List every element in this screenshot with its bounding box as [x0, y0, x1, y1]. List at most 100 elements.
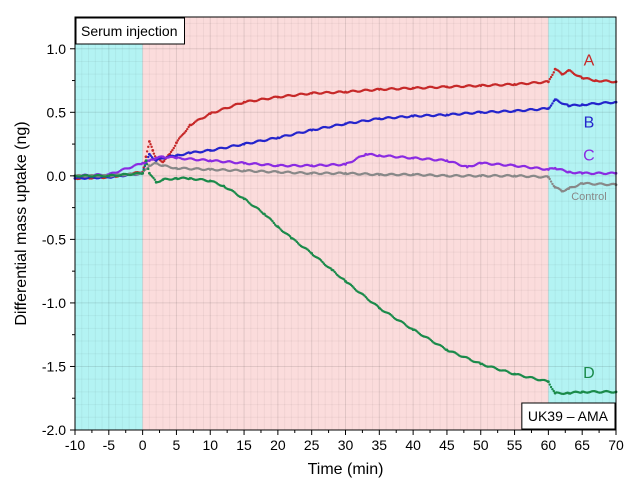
point-d	[310, 251, 314, 255]
series-labels: A BC Control D	[571, 52, 606, 382]
x-tick-label: 70	[608, 437, 624, 453]
trace-dot-d	[143, 164, 147, 167]
trace-dot-a	[186, 127, 189, 131]
trace-dot-d	[152, 176, 155, 180]
trace-dot-a	[187, 125, 190, 129]
trace-dot-a	[184, 129, 188, 133]
x-tick-label: 60	[541, 437, 557, 453]
y-tick-label: -2.0	[42, 422, 66, 438]
point-a	[175, 141, 178, 145]
y-tick-label: 0.0	[47, 168, 67, 184]
trace-dot-d	[142, 168, 145, 172]
series-label-a: A	[584, 52, 595, 69]
trace-dot-d	[549, 385, 553, 389]
trace-dot-d	[278, 226, 281, 230]
trace-dot-a	[150, 145, 153, 149]
x-tick-label: 30	[338, 437, 354, 453]
x-tick-label: 20	[270, 437, 286, 453]
x-tick-label: 45	[439, 437, 455, 453]
point-control	[546, 175, 550, 179]
trace-dot-a	[177, 137, 181, 140]
tick-labels: -10 -5 0 5 10 15 20 25 30 35 40 45 50 55 60 65 70 -2.0 -1.…	[42, 41, 624, 453]
trace-dot-d	[333, 270, 336, 274]
region-0	[75, 17, 143, 430]
trace-dot-d	[145, 163, 149, 166]
trace-dot-d	[342, 278, 346, 281]
x-tick-label: 5	[173, 437, 181, 453]
series-label-c: C	[583, 148, 595, 165]
x-tick-label: 40	[405, 437, 421, 453]
trace-dot-a	[176, 139, 179, 142]
trace-dot-b	[549, 104, 553, 107]
annotation-sample-text: UK39 – AMA	[528, 408, 609, 424]
trace-dot-d	[364, 295, 367, 299]
y-axis-title: Differential mass uptake (ng)	[13, 121, 30, 325]
trace-dot-d	[271, 220, 274, 223]
x-tick-label: -5	[103, 437, 116, 453]
point-a	[151, 149, 155, 152]
series-label-d: D	[583, 365, 595, 382]
trace-dot-a	[549, 75, 553, 79]
point-d	[147, 171, 151, 175]
trace-dot-b	[147, 155, 150, 159]
point-d	[144, 159, 148, 162]
trace-dot-a	[147, 145, 150, 149]
trace-dot-d	[552, 389, 555, 393]
x-tick-label: 35	[372, 437, 388, 453]
y-tick-label: 1.0	[47, 41, 67, 57]
annotation-serum-text: Serum injection	[81, 23, 178, 39]
trace-dot-a	[169, 150, 173, 154]
point-d	[141, 171, 145, 175]
trace-dot-d	[548, 383, 551, 386]
trace-dot-a	[552, 71, 555, 74]
x-tick-label: 55	[507, 437, 523, 453]
trace-dot-a	[149, 143, 152, 146]
point-d	[262, 212, 266, 216]
trace-dot-d	[551, 388, 554, 391]
y-tick-label: -0.5	[42, 231, 66, 247]
trace-dot-a	[172, 146, 175, 150]
trace-dot-a	[551, 73, 554, 77]
series-d	[73, 159, 618, 396]
trace-dot-b	[149, 154, 152, 157]
annotation-serum-injection: Serum injection	[75, 17, 185, 45]
trace-dot-control	[549, 180, 553, 183]
series-label-control: Control	[571, 191, 606, 203]
trace-dot-d	[334, 272, 338, 275]
x-tick-label: -10	[65, 437, 85, 453]
trace-dot-a	[145, 150, 149, 153]
series-b	[73, 98, 618, 180]
x-axis-title: Time (min)	[308, 461, 384, 478]
x-tick-label: 10	[202, 437, 218, 453]
trace-dot-control	[548, 177, 551, 181]
trace-dot-a	[548, 77, 551, 81]
axis-ticks	[70, 48, 617, 435]
trace-dot-d	[321, 260, 324, 264]
point-d	[546, 380, 550, 384]
y-tick-label: 0.5	[47, 104, 67, 120]
series-label-b: B	[584, 115, 595, 132]
trace-dot-a	[152, 152, 156, 155]
trace-dot-d	[272, 221, 276, 225]
y-tick-label: -1.0	[42, 295, 66, 311]
point-a	[147, 140, 151, 143]
trace-dot-a	[173, 144, 177, 147]
x-tick-label: 0	[139, 437, 147, 453]
trace-dot-a	[163, 159, 166, 163]
series-layer	[73, 67, 618, 396]
y-tick-label: -1.5	[42, 358, 66, 374]
trace-dot-b	[551, 102, 554, 105]
trace-dot-b	[548, 106, 551, 109]
series-c	[73, 152, 618, 178]
trace-dot-a	[171, 148, 174, 152]
trace-dot-d	[153, 178, 156, 181]
x-tick-label: 25	[304, 437, 320, 453]
trace-dot-d	[269, 218, 273, 221]
trace-dot-d	[352, 286, 355, 289]
annotation-sample-id: UK39 – AMA	[521, 402, 616, 430]
x-tick-label: 15	[236, 437, 252, 453]
region-2	[548, 17, 616, 430]
grid-lines	[74, 17, 617, 431]
trace-dot-a	[183, 131, 186, 134]
